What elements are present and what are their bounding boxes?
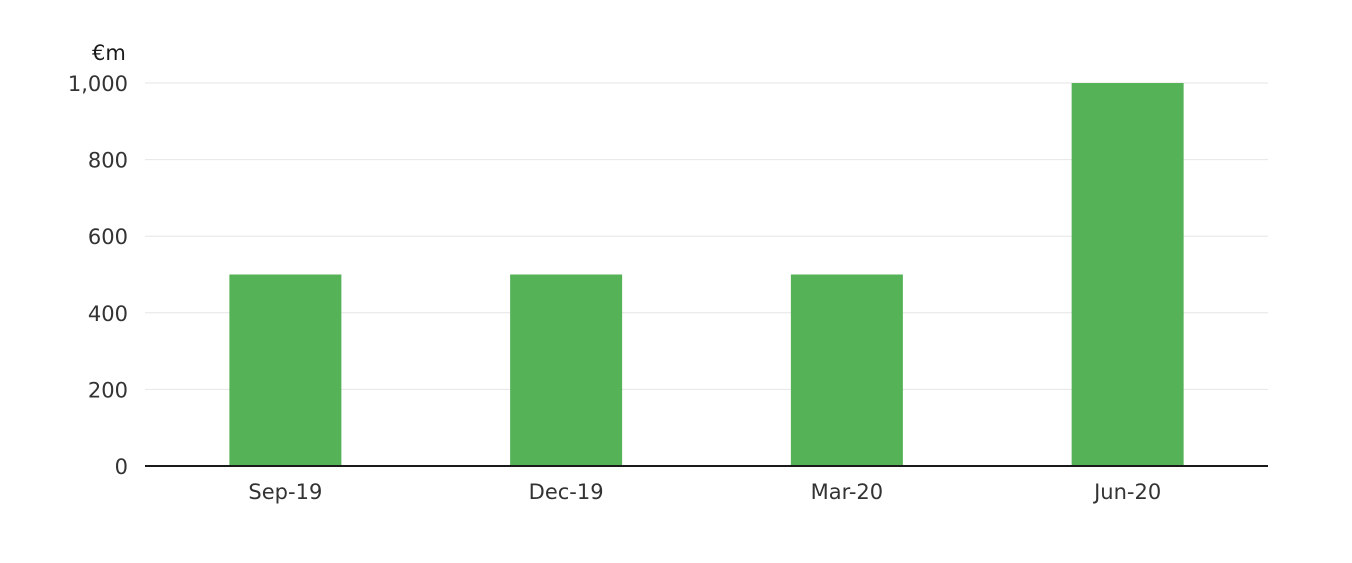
x-tick-label: Mar-20 — [811, 480, 884, 504]
x-tick-label: Dec-19 — [529, 480, 604, 504]
bar-mar-20 — [790, 274, 903, 466]
bar-sep-19 — [229, 274, 342, 466]
x-tick-label: Jun-20 — [1092, 480, 1161, 504]
bars — [229, 83, 1184, 466]
y-tick-label: 400 — [88, 302, 128, 326]
y-axis-unit-label: €m — [92, 41, 126, 65]
y-tick-label: 0 — [115, 455, 128, 479]
y-tick-label: 800 — [88, 149, 128, 173]
x-axis-ticks: Sep-19 Dec-19 Mar-20 Jun-20 — [248, 480, 1161, 504]
y-axis-ticks: 0 200 400 600 800 1,000 — [68, 72, 128, 479]
x-tick-label: Sep-19 — [248, 480, 322, 504]
bar-dec-19 — [510, 274, 623, 466]
y-tick-label: 600 — [88, 225, 128, 249]
y-tick-label: 200 — [88, 378, 128, 402]
y-tick-label: 1,000 — [68, 72, 128, 96]
bar-jun-20 — [1071, 83, 1184, 466]
